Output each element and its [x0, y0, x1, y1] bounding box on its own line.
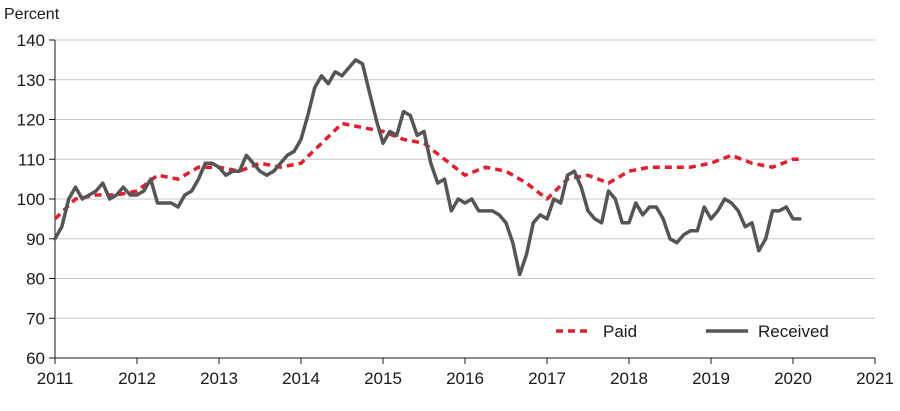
x-tick-label-2020: 2020: [774, 369, 812, 388]
y-tick-label-100: 100: [17, 190, 45, 209]
x-tick-label-2016: 2016: [446, 369, 484, 388]
y-tick-label-70: 70: [26, 309, 45, 328]
y-tick-label-140: 140: [17, 31, 45, 50]
gridlines: [55, 39, 875, 319]
x-tick-label-2012: 2012: [118, 369, 156, 388]
y-axis-unit-label: Percent: [4, 6, 60, 23]
axes: 60 70 80 90 100 110 120 130 140 2011 2012 2013 2014 2…: [17, 31, 894, 388]
x-tick-label-2014: 2014: [282, 369, 320, 388]
x-tick-label-2018: 2018: [610, 369, 648, 388]
series-line-paid: [53, 121, 800, 221]
y-tick-label-60: 60: [26, 349, 45, 368]
y-tick-label-120: 120: [17, 111, 45, 130]
legend-label-paid: Paid: [603, 322, 637, 341]
legend: Paid Received: [556, 322, 829, 341]
y-tick-label-90: 90: [26, 230, 45, 249]
x-tick-label-2017: 2017: [528, 369, 566, 388]
x-tick-label-2015: 2015: [364, 369, 402, 388]
x-tick-label-2019: 2019: [692, 369, 730, 388]
y-tick-label-110: 110: [18, 150, 45, 169]
y-tick-label-80: 80: [26, 270, 45, 289]
x-tick-label-2021: 2021: [856, 369, 894, 388]
series-line-received: [53, 58, 802, 277]
x-tick-label-2013: 2013: [200, 369, 238, 388]
legend-label-received: Received: [758, 322, 829, 341]
y-tick-label-130: 130: [17, 71, 45, 90]
x-tick-label-2011: 2011: [37, 369, 74, 388]
series-lines: [53, 58, 802, 277]
